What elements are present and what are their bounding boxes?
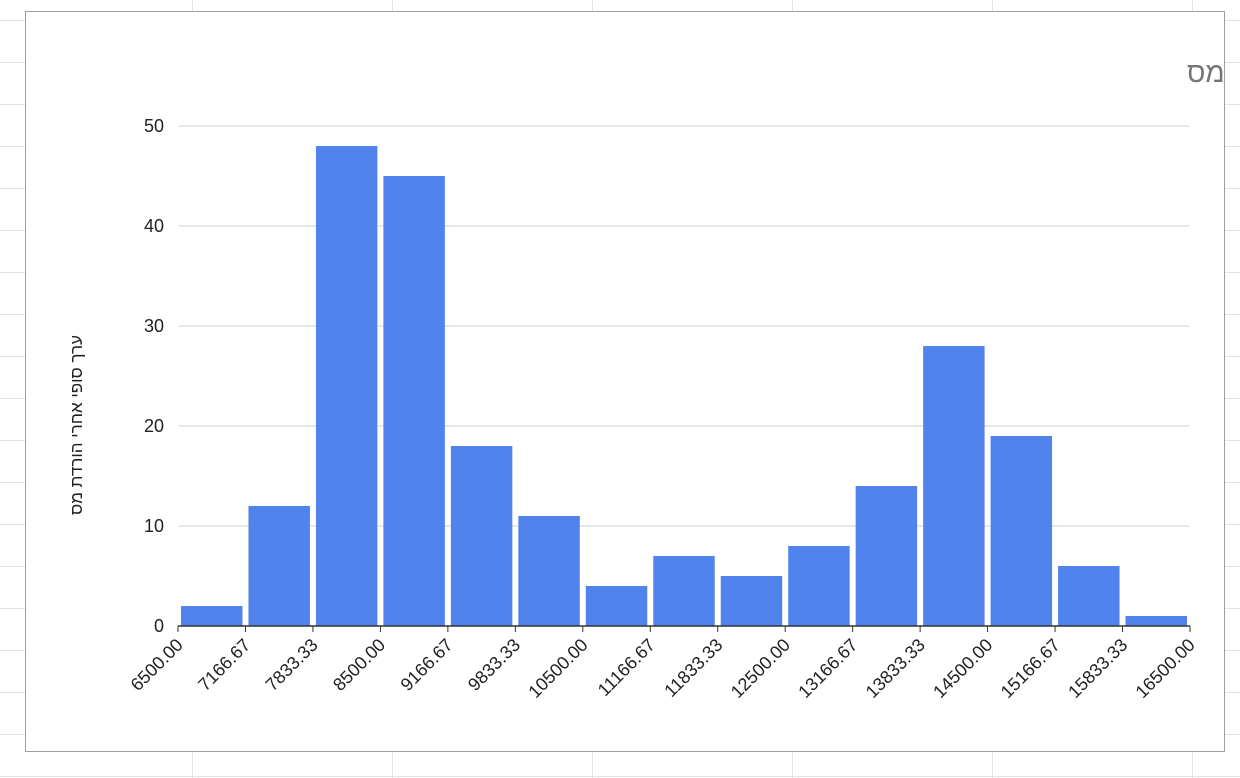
bar-6[interactable] bbox=[585, 586, 648, 626]
bar-11[interactable] bbox=[923, 346, 985, 626]
x-tick-label: 16500.00 bbox=[1132, 635, 1199, 702]
y-tick-label: 20 bbox=[144, 416, 164, 436]
y-tick-label: 10 bbox=[144, 516, 164, 536]
x-tick-label: 11166.67 bbox=[594, 635, 659, 700]
bar-2[interactable] bbox=[315, 146, 378, 626]
bar-4[interactable] bbox=[450, 446, 513, 626]
x-tick-label: 13833.33 bbox=[862, 635, 929, 702]
bar-13[interactable] bbox=[1058, 566, 1120, 626]
x-tick-label: 6500.00 bbox=[127, 635, 187, 695]
x-tick-labels: 6500.00 7166.67 7833.33 8500.00 9166.67 9833.… bbox=[127, 626, 1199, 702]
x-tick-label: 14500.00 bbox=[929, 635, 996, 702]
y-tick-label: 40 bbox=[144, 216, 164, 236]
bar-1[interactable] bbox=[248, 506, 310, 626]
chart-title: ערך סופי אחרי הורדת מס bbox=[1187, 57, 1226, 88]
x-tick-label: 8500.00 bbox=[329, 635, 389, 695]
x-tick-label: 11833.33 bbox=[660, 635, 726, 701]
x-tick-label: 9166.67 bbox=[397, 635, 457, 695]
histogram-chart: ערך סופי אחרי הורדת מס ערך סופי אחרי הור… bbox=[67, 57, 1226, 702]
x-tick-label: 13166.67 bbox=[794, 635, 861, 702]
x-tick-label: 12500.00 bbox=[727, 635, 794, 702]
y-axis-label: ערך סופי אחרי הורדת מס bbox=[67, 335, 86, 515]
x-tick-label: 9833.33 bbox=[464, 635, 524, 695]
y-tick-labels: 0 10 20 30 40 50 bbox=[144, 116, 164, 636]
x-tick-label: 7833.33 bbox=[262, 635, 322, 695]
bar-8[interactable] bbox=[720, 576, 783, 626]
x-tick-label: 7166.67 bbox=[194, 635, 254, 695]
bars bbox=[181, 146, 1187, 626]
x-tick-label: 15166.67 bbox=[997, 635, 1064, 702]
x-tick-label: 15833.33 bbox=[1064, 635, 1131, 702]
x-tick-label: 10500.00 bbox=[524, 635, 591, 702]
bar-0[interactable] bbox=[181, 606, 243, 626]
y-tick-label: 30 bbox=[144, 316, 164, 336]
bar-12[interactable] bbox=[990, 436, 1053, 626]
bar-7[interactable] bbox=[653, 556, 715, 626]
bar-14[interactable] bbox=[1125, 616, 1187, 626]
bar-5[interactable] bbox=[518, 516, 580, 626]
bar-10[interactable] bbox=[855, 486, 918, 626]
chart-container[interactable]: ערך סופי אחרי הורדת מס ערך סופי אחרי הור… bbox=[25, 11, 1226, 752]
y-tick-label: 0 bbox=[154, 616, 164, 636]
bar-9[interactable] bbox=[788, 546, 850, 626]
bar-3[interactable] bbox=[383, 176, 445, 626]
y-tick-label: 50 bbox=[144, 116, 164, 136]
